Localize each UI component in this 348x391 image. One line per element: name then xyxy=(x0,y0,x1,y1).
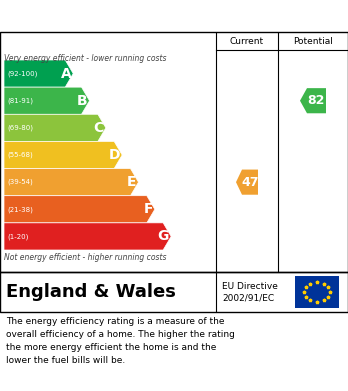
Text: EU Directive
2002/91/EC: EU Directive 2002/91/EC xyxy=(222,282,278,302)
Polygon shape xyxy=(4,196,155,223)
Text: The energy efficiency rating is a measure of the
overall efficiency of a home. T: The energy efficiency rating is a measur… xyxy=(6,317,235,364)
Text: Very energy efficient - lower running costs: Very energy efficient - lower running co… xyxy=(4,54,166,63)
Text: (55-68): (55-68) xyxy=(7,152,33,158)
Text: (92-100): (92-100) xyxy=(7,70,37,77)
Text: 82: 82 xyxy=(307,94,325,107)
Text: G: G xyxy=(158,230,169,244)
Bar xyxy=(295,276,339,308)
Text: (69-80): (69-80) xyxy=(7,125,33,131)
Text: Current: Current xyxy=(230,36,264,45)
Text: (39-54): (39-54) xyxy=(7,179,33,185)
Text: C: C xyxy=(94,121,104,135)
Polygon shape xyxy=(300,88,326,113)
Polygon shape xyxy=(4,60,73,87)
Polygon shape xyxy=(236,170,258,195)
Text: (81-91): (81-91) xyxy=(7,97,33,104)
Polygon shape xyxy=(4,169,139,196)
Text: D: D xyxy=(109,148,120,162)
Text: England & Wales: England & Wales xyxy=(6,283,176,301)
Text: Energy Efficiency Rating: Energy Efficiency Rating xyxy=(9,9,219,23)
Text: (1-20): (1-20) xyxy=(7,233,29,240)
Polygon shape xyxy=(4,142,122,169)
Polygon shape xyxy=(4,87,89,114)
Text: (21-38): (21-38) xyxy=(7,206,33,213)
Polygon shape xyxy=(4,223,171,250)
Text: Potential: Potential xyxy=(293,36,333,45)
Text: Not energy efficient - higher running costs: Not energy efficient - higher running co… xyxy=(4,253,166,262)
Polygon shape xyxy=(4,114,106,142)
Text: A: A xyxy=(61,66,71,81)
Text: B: B xyxy=(77,94,87,108)
Text: 47: 47 xyxy=(241,176,259,188)
Text: F: F xyxy=(143,202,153,216)
Text: E: E xyxy=(127,175,136,189)
